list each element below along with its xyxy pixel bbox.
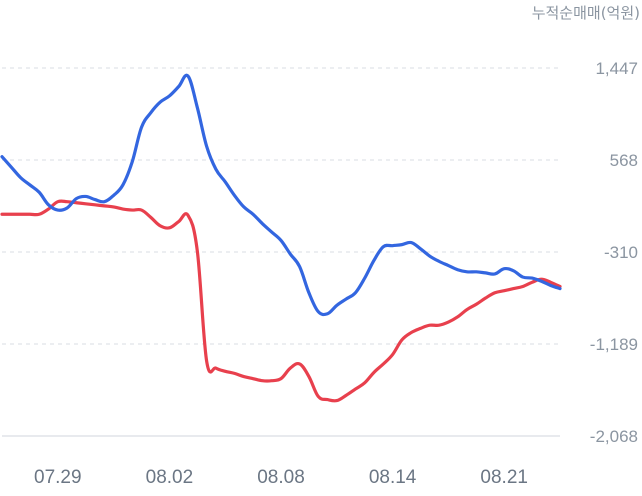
y-axis-unit-label: 누적순매매(억원) <box>532 4 640 22</box>
x-tick-label: 07.29 <box>34 467 82 488</box>
x-tick-label: 08.21 <box>480 467 528 488</box>
x-tick-label: 08.08 <box>257 467 305 488</box>
series-layer <box>0 73 562 403</box>
y-tick-label: -1,189 <box>590 335 638 354</box>
grid-layer <box>2 67 560 437</box>
series-line-red <box>0 199 562 403</box>
y-tick-label: 1,447 <box>595 59 638 78</box>
y-tick-label: 568 <box>610 151 638 170</box>
y-tick-labels: 1,447 568 -310 -1,189 -2,068 <box>590 59 638 446</box>
x-tick-labels: 07.29 08.02 08.08 08.14 08.21 <box>34 467 528 488</box>
series-line-blue <box>0 73 562 317</box>
x-tick-label: 08.02 <box>146 467 194 488</box>
x-tick-label: 08.14 <box>369 467 417 488</box>
y-tick-label: -310 <box>604 243 638 262</box>
y-tick-label: -2,068 <box>590 427 638 446</box>
